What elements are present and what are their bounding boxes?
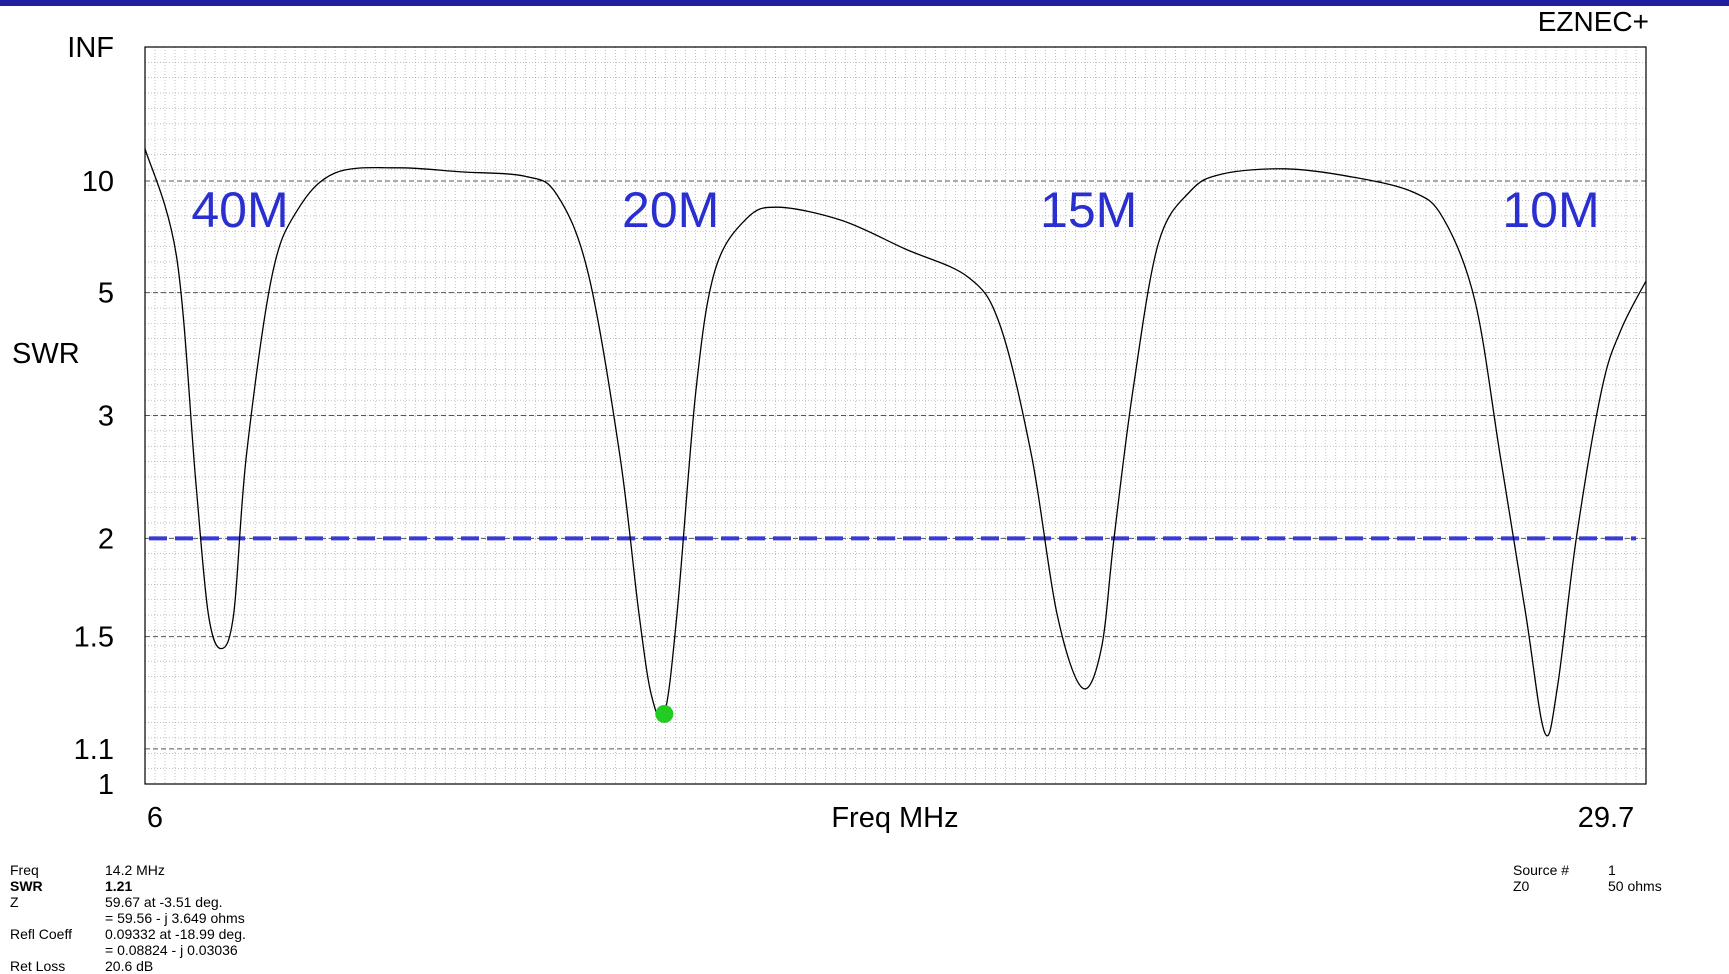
- band-label: 40M: [191, 182, 288, 238]
- y-tick-label: 3: [98, 401, 114, 433]
- ret-loss-label: Ret Loss: [10, 958, 66, 974]
- refl-coeff-rect: = 0.08824 - j 0.03036: [105, 942, 238, 958]
- title-bar-strip: [0, 0, 1729, 6]
- ret-loss-value: 20.6 dB: [105, 958, 154, 974]
- readout-panel: Freq 14.2 MHz SWR 1.21 Z 59.67 at -3.51 deg…: [10, 862, 246, 974]
- chart-grid: [145, 47, 1646, 784]
- app-brand: EZNEC+: [1537, 6, 1649, 37]
- z-value-polar: 59.67 at -3.51 deg.: [105, 894, 223, 910]
- x-axis-label: Freq MHz: [831, 802, 958, 834]
- cursor-marker: [655, 704, 674, 723]
- freq-label: Freq: [10, 862, 39, 878]
- source-value: 1: [1608, 862, 1616, 878]
- z-label: Z: [10, 894, 19, 910]
- band-label: 10M: [1502, 182, 1599, 238]
- refl-coeff-label: Refl Coeff: [10, 926, 72, 942]
- source-label: Source #: [1513, 862, 1570, 878]
- x-tick-label: 6: [147, 802, 163, 834]
- swr-curve: [144, 148, 1647, 737]
- y-axis-label: SWR: [12, 338, 80, 370]
- y-tick-label: 10: [82, 166, 114, 198]
- band-label: 20M: [622, 182, 719, 238]
- y-tick-label: 5: [98, 278, 114, 310]
- source-panel: Source # 1 Z0 50 ohms: [1513, 862, 1662, 894]
- y-tick-label: 1: [98, 769, 114, 801]
- y-tick-label: 1.1: [74, 734, 114, 766]
- y-tick-label: 2: [98, 523, 114, 555]
- y-tick-label: INF: [67, 32, 114, 64]
- freq-value: 14.2 MHz: [105, 862, 165, 878]
- y-tick-label: 1.5: [74, 622, 114, 654]
- plot-frame: [144, 46, 1647, 785]
- z-value-rect: = 59.56 - j 3.649 ohms: [105, 910, 245, 926]
- y-tick-labels: INF 10 5 3 2 1.5 1.11: [67, 32, 114, 801]
- swr-label: SWR: [10, 878, 43, 894]
- refl-coeff-polar: 0.09332 at -18.99 deg.: [105, 926, 246, 942]
- x-tick-labels: 6 29.7: [147, 802, 1634, 834]
- swr-value: 1.21: [105, 878, 133, 894]
- z0-label: Z0: [1513, 878, 1530, 894]
- band-label: 15M: [1040, 182, 1137, 238]
- x-tick-label: 29.7: [1578, 802, 1634, 834]
- z0-value: 50 ohms: [1608, 878, 1662, 894]
- band-labels: 40M 20M 15M 10M: [191, 182, 1599, 238]
